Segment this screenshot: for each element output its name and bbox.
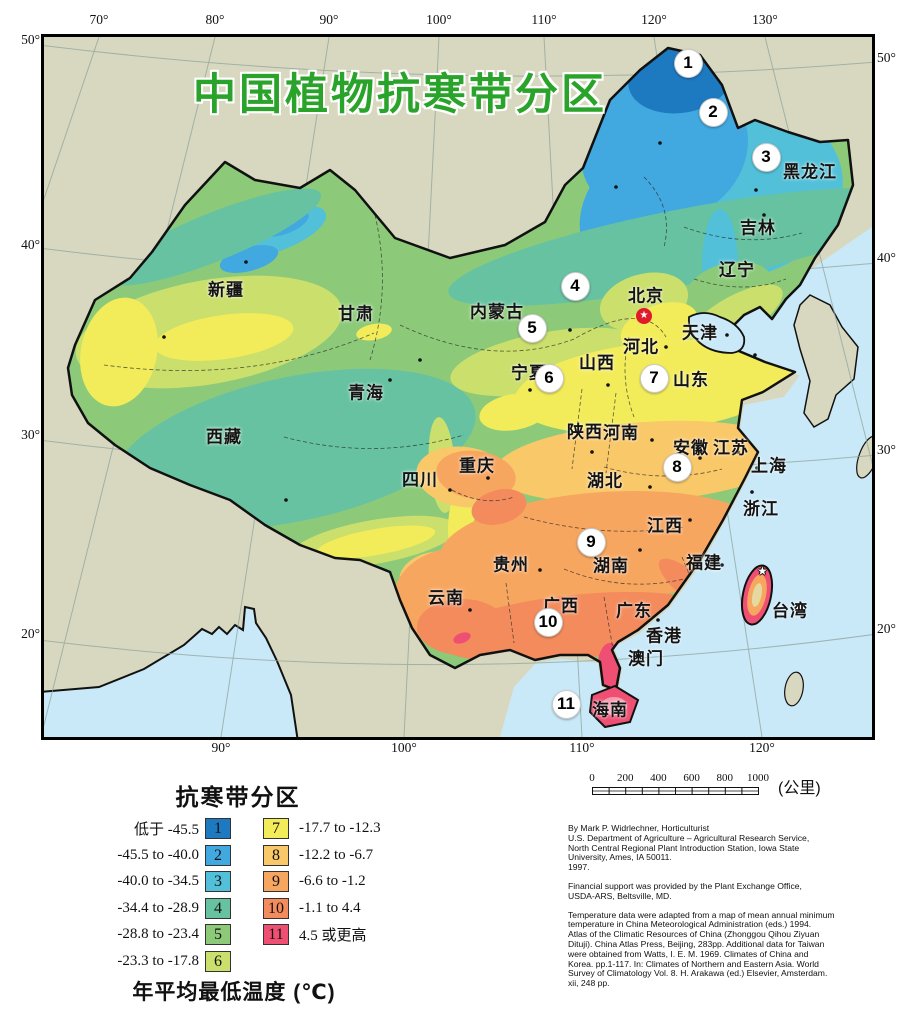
scalebar-tick-label: 800	[716, 772, 734, 784]
credits-paragraph: Financial support was provided by the Pl…	[568, 880, 802, 901]
legend-title: 抗寒带分区	[175, 784, 301, 810]
axis-label: 100°	[391, 740, 417, 755]
legend-row: -28.8 to -23.4 5	[96, 924, 231, 945]
axis-label: 50°	[877, 50, 896, 65]
legend-range-label: -6.6 to -1.2	[299, 873, 366, 889]
axis-label: 90°	[211, 740, 231, 755]
axis-label: 110°	[531, 12, 557, 27]
legend-row: 7 -17.7 to -12.3	[263, 818, 381, 839]
legend-row: 8 -12.2 to -6.7	[263, 844, 381, 866]
bohai-gulf	[688, 312, 746, 354]
axis-label: 80°	[205, 12, 225, 27]
axis-label: 30°	[21, 427, 40, 442]
legend-range-label: -23.3 to -17.8	[117, 952, 199, 969]
axis-label: 20°	[21, 626, 40, 641]
legend-range-label: 4.5 或更高	[299, 928, 367, 944]
credits-block: By Mark P. Widrlechner, Horticulturist U…	[568, 823, 874, 998]
credits-paragraph: Temperature data were adapted from a map…	[568, 909, 835, 989]
legend-note: 年平均最低温度 (℃)	[132, 981, 336, 1004]
legend-row: 低于 -45.5 1	[96, 818, 231, 839]
small-island	[784, 671, 804, 707]
legend-range-label: -17.7 to -12.3	[299, 820, 381, 836]
axis-label: 110°	[569, 740, 595, 755]
legend-column-left: 低于 -45.5 1 -45.5 to -40.0 2 -40.0 to -34.5 3-…	[96, 818, 231, 977]
legend-color-swatch: 11	[263, 924, 289, 945]
axis-label: 30°	[877, 442, 896, 457]
axis-label: 100°	[426, 12, 452, 27]
legend-row: 9 -6.6 to -1.2	[263, 871, 381, 892]
scalebar-unit: (公里)	[778, 780, 821, 797]
legend-range-label: -40.0 to -34.5	[117, 873, 199, 889]
korea-landmass	[793, 294, 859, 428]
legend-color-swatch: 8	[263, 844, 289, 866]
legend-range-label: -45.5 to -40.0	[117, 846, 199, 863]
legend-color-swatch: 6	[205, 950, 231, 972]
legend-row: 10 -1.1 to 4.4	[263, 897, 381, 919]
japan-island	[856, 435, 872, 479]
legend-range-label: -1.1 to 4.4	[299, 899, 361, 916]
axis-label: 120°	[749, 740, 775, 755]
axis-label: 20°	[877, 621, 896, 636]
scalebar-tick-label: 200	[616, 772, 634, 784]
legend-range-label: -28.8 to -23.4	[117, 926, 199, 942]
legend-color-swatch: 4	[205, 897, 231, 919]
legend-color-swatch: 9	[263, 871, 289, 892]
scalebar-graphic	[592, 787, 759, 795]
scalebar-tick-label: 1000	[747, 772, 769, 784]
scalebar-tick-label: 400	[650, 772, 667, 784]
legend-range-label: 低于 -45.5	[134, 822, 199, 838]
hainan-island	[588, 684, 640, 729]
axis-label: 90°	[319, 12, 339, 27]
city-dots	[162, 141, 766, 634]
scalebar: (公里) 0 200 400 600 800 1000	[588, 772, 848, 802]
legend-row: 11 4.5 或更高	[263, 924, 381, 945]
legend-color-swatch: 2	[205, 844, 231, 866]
legend-color-swatch: 5	[205, 924, 231, 945]
legend-color-swatch: 10	[263, 897, 289, 919]
axis-label: 50°	[21, 32, 40, 47]
legend-row: -40.0 to -34.5 3	[96, 871, 231, 892]
map-frame	[41, 34, 875, 740]
china-map-art	[44, 37, 872, 737]
sea-southwest	[44, 605, 299, 737]
scalebar-tick-label: 600	[683, 772, 700, 784]
taiwan-island	[740, 564, 774, 626]
scalebar-tick-label: 0	[589, 772, 595, 784]
credits-paragraph: By Mark P. Widrlechner, Horticulturist U…	[568, 823, 810, 873]
legend-column-right: 7 -17.7 to -12.3 8 -12.2 to -6.7 9 -6.6 to -1…	[263, 818, 381, 951]
legend-color-swatch: 7	[263, 818, 289, 839]
legend-color-swatch: 3	[205, 871, 231, 892]
axis-label: 120°	[641, 12, 667, 27]
legend-color-swatch: 1	[205, 818, 231, 839]
axis-label: 70°	[89, 12, 109, 27]
legend-row: -23.3 to -17.8 6	[96, 950, 231, 972]
axis-label: 130°	[752, 12, 778, 27]
sea-east	[500, 227, 872, 737]
legend-row: -45.5 to -40.0 2	[96, 844, 231, 866]
legend-range-label: -12.2 to -6.7	[299, 846, 374, 863]
axis-label: 40°	[877, 250, 896, 265]
axis-label: 40°	[21, 237, 40, 252]
legend-row: -34.4 to -28.9 4	[96, 897, 231, 919]
legend-range-label: -34.4 to -28.9	[117, 899, 199, 916]
